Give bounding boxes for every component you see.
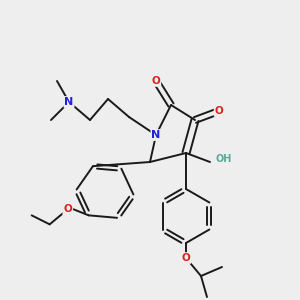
Text: O: O bbox=[214, 106, 224, 116]
Text: O: O bbox=[63, 204, 72, 214]
Text: N: N bbox=[64, 97, 74, 107]
Text: N: N bbox=[152, 130, 160, 140]
Text: OH: OH bbox=[216, 154, 232, 164]
Text: O: O bbox=[182, 253, 190, 263]
Text: O: O bbox=[152, 76, 160, 86]
